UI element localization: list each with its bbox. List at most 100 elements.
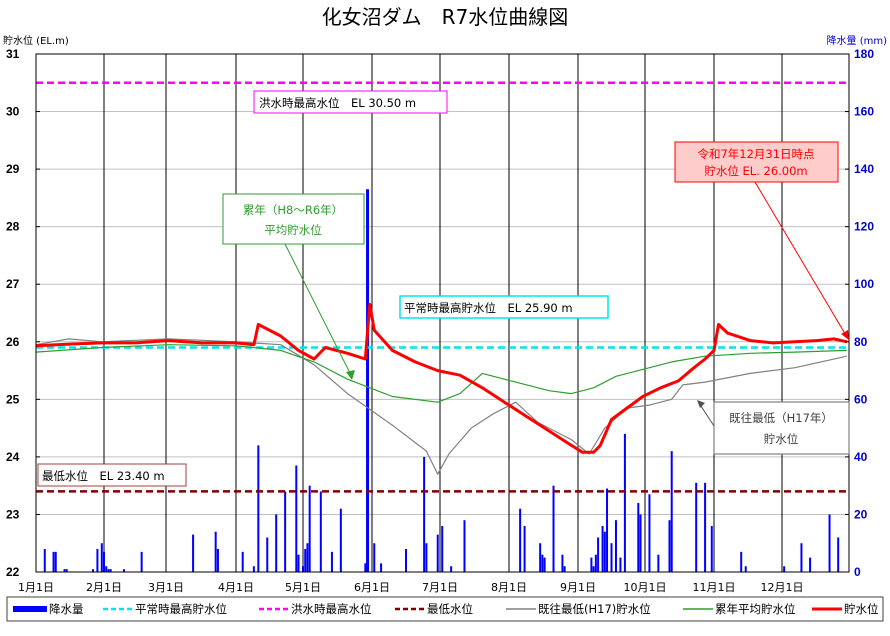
rainfall-bar bbox=[65, 569, 68, 572]
rainfall-bar bbox=[100, 543, 103, 572]
flood-max-annotation: 洪水時最高水位 EL 30.50 m bbox=[253, 90, 448, 114]
avg-annotation: 累年（H8〜R6年） 平均貯水位 bbox=[222, 193, 365, 380]
rainfall-bar bbox=[105, 566, 108, 572]
y2-tick: 0 bbox=[854, 565, 861, 579]
x-tick: 6月1日 bbox=[354, 581, 390, 594]
rainfall-bar bbox=[800, 543, 803, 572]
record-low-label-2: 貯水位 bbox=[764, 432, 799, 446]
rainfall-bar bbox=[670, 451, 673, 572]
rainfall-bar bbox=[590, 557, 593, 572]
x-tick: 2月1日 bbox=[86, 581, 122, 594]
rainfall-bar bbox=[373, 543, 376, 572]
rainfall-bar bbox=[594, 554, 597, 572]
y-tick: 29 bbox=[6, 162, 20, 176]
rainfall-bar bbox=[103, 551, 105, 572]
rainfall-bar bbox=[744, 566, 747, 572]
current-label-2: 貯水位 EL. 26.00m bbox=[704, 164, 807, 178]
y-tick: 28 bbox=[6, 220, 20, 234]
avg-label-1: 累年（H8〜R6年） bbox=[243, 203, 343, 217]
rainfall-bar bbox=[63, 569, 66, 572]
y-tick: 30 bbox=[6, 105, 20, 119]
y2-tick: 140 bbox=[854, 162, 874, 176]
y-tick: 26 bbox=[6, 335, 20, 349]
legend-item: 貯水位 bbox=[844, 602, 879, 616]
x-tick: 7月1日 bbox=[422, 581, 458, 594]
rainfall-bar bbox=[241, 551, 244, 572]
legend-item: 洪水時最高水位 bbox=[291, 602, 372, 616]
rainfall-bar bbox=[266, 537, 269, 572]
y-tick: 27 bbox=[6, 277, 20, 291]
x-tick: 5月1日 bbox=[285, 581, 321, 594]
rainfall-bar bbox=[552, 485, 555, 572]
rainfall-bar bbox=[523, 525, 526, 572]
rainfall-bar bbox=[450, 566, 453, 572]
rainfall-bar bbox=[284, 491, 287, 572]
rainfall-bar bbox=[828, 514, 831, 572]
rainfall-bar bbox=[319, 491, 322, 572]
y2-tick: 20 bbox=[854, 507, 868, 521]
rainfall-bar bbox=[695, 482, 698, 572]
rainfall-bar bbox=[275, 514, 278, 572]
x-tick: 4月1日 bbox=[218, 581, 254, 594]
x-tick: 9月1日 bbox=[560, 581, 596, 594]
rainfall-bar bbox=[92, 569, 95, 572]
rainfall-bar bbox=[122, 569, 125, 572]
rainfall-bar bbox=[436, 534, 439, 572]
rainfall-bar bbox=[441, 525, 444, 572]
rainfall-bar bbox=[140, 551, 143, 572]
rainfall-bar bbox=[308, 485, 311, 572]
rainfall-bar bbox=[216, 548, 219, 572]
y2-tick: 160 bbox=[854, 105, 874, 119]
y-tick: 24 bbox=[6, 450, 20, 464]
y-tick: 25 bbox=[6, 392, 20, 406]
rainfall-bar bbox=[623, 433, 626, 572]
rainfall-bar bbox=[539, 543, 542, 572]
rainfall-bar bbox=[339, 508, 342, 572]
rainfall-bar bbox=[306, 543, 309, 572]
legend-item: 平常時最高貯水位 bbox=[135, 602, 227, 616]
rainfall-bar bbox=[96, 548, 99, 572]
rainfall-bar bbox=[252, 566, 255, 572]
rainfall-bar bbox=[423, 456, 426, 572]
rainfall-bar bbox=[610, 543, 613, 572]
y2-tick: 80 bbox=[854, 335, 868, 349]
rainfall-bar bbox=[601, 525, 604, 572]
x-tick: 12月1日 bbox=[761, 581, 804, 594]
rainfall-bar bbox=[54, 551, 57, 572]
rainfall-bar bbox=[648, 494, 651, 572]
rainfall-bar bbox=[563, 566, 566, 572]
rainfall-bar bbox=[43, 548, 46, 572]
rainfall-bar bbox=[366, 189, 370, 572]
x-tick: 1月1日 bbox=[18, 581, 54, 594]
rainfall-bars bbox=[43, 189, 840, 572]
current-level-annotation: 令和7年12月31日時点 貯水位 EL. 26.00m bbox=[674, 141, 849, 340]
series-line bbox=[35, 338, 847, 475]
rainfall-bar bbox=[543, 557, 546, 572]
rainfall-bar bbox=[214, 531, 217, 572]
rainfall-bar bbox=[639, 514, 642, 572]
rainfall-bar bbox=[519, 508, 522, 572]
rainfall-bar bbox=[257, 445, 260, 572]
y2-tick: 100 bbox=[854, 277, 874, 291]
min-level-annotation: 最低水位 EL 23.40 m bbox=[37, 463, 187, 487]
y-tick: 31 bbox=[6, 47, 20, 61]
normal-max-annotation: 平常時最高貯水位 EL 25.90 m bbox=[399, 295, 609, 319]
series-line bbox=[35, 302, 848, 454]
rainfall-bar bbox=[304, 548, 307, 572]
y-tick: 22 bbox=[6, 565, 20, 579]
rainfall-bar bbox=[295, 465, 298, 572]
rainfall-bar bbox=[704, 482, 707, 572]
rainfall-bar bbox=[783, 566, 786, 572]
chart-title: 化女沼ダム R7水位曲線図 bbox=[322, 5, 569, 29]
rainfall-bar bbox=[302, 566, 304, 572]
rainfall-bar bbox=[603, 531, 606, 572]
legend-item: 既往最低(H17)貯水位 bbox=[538, 602, 651, 616]
y-tick: 23 bbox=[6, 507, 20, 521]
rainfall-bar bbox=[330, 551, 333, 572]
rainfall-bar bbox=[425, 543, 428, 572]
legend-item: 降水量 bbox=[49, 602, 84, 616]
rainfall-bar bbox=[809, 557, 812, 572]
y2-tick: 60 bbox=[854, 392, 868, 406]
record-low-label-1: 既往最低（H17年） bbox=[729, 411, 833, 425]
